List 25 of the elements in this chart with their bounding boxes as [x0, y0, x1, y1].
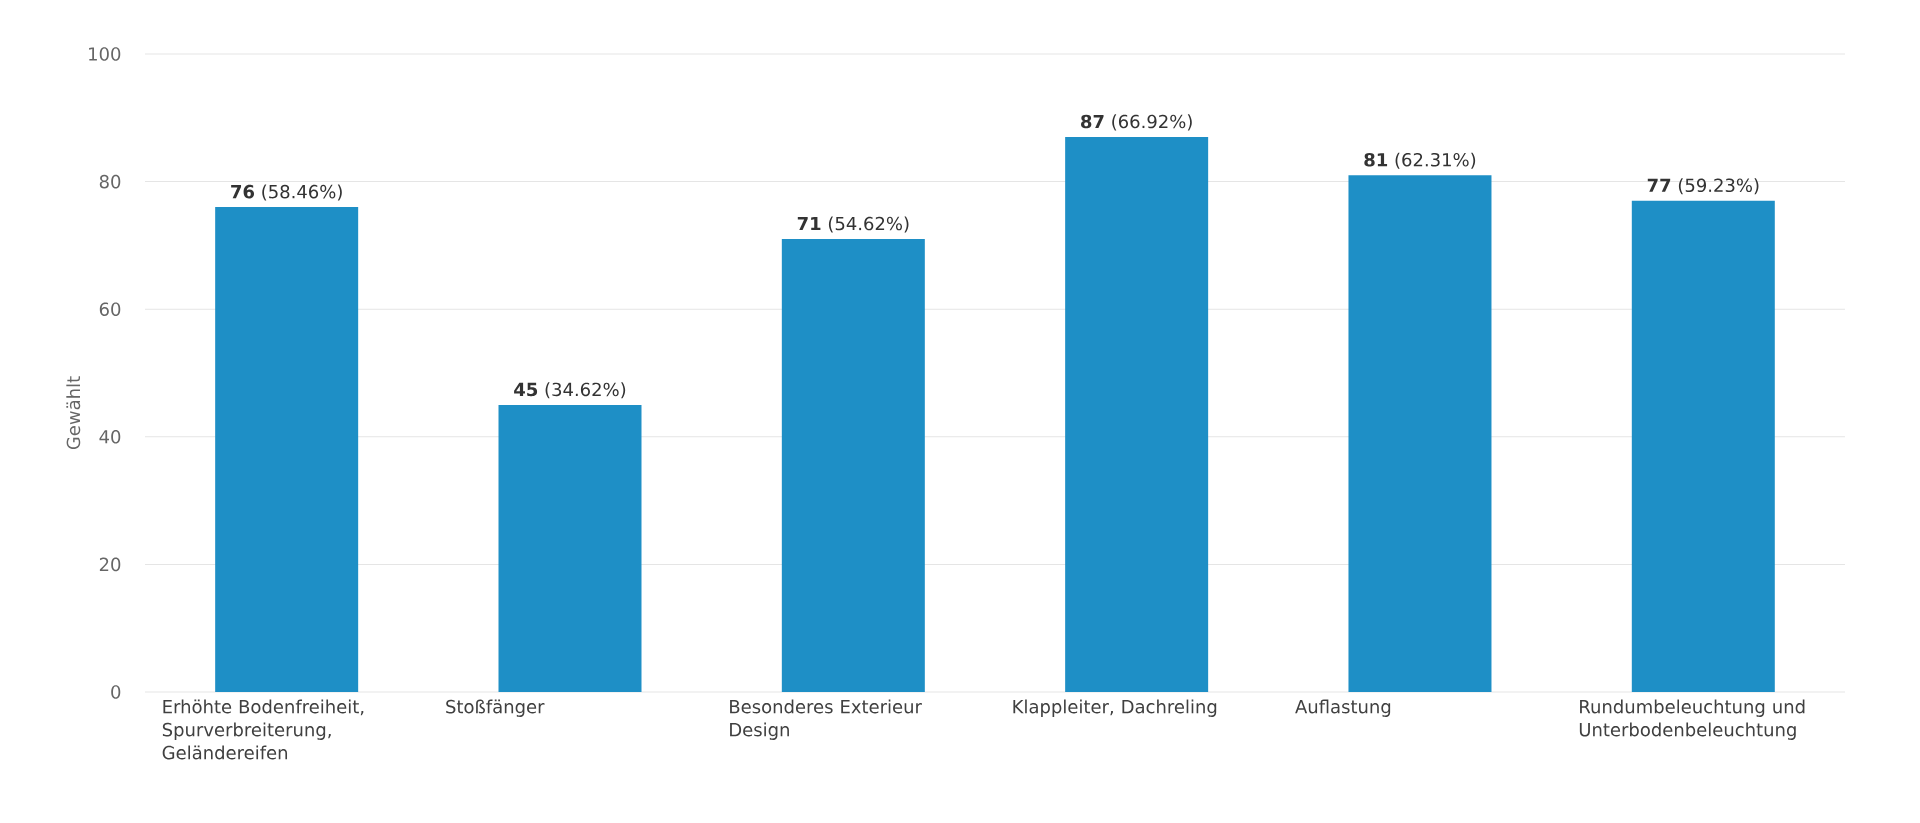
y-tick-label: 20 — [99, 557, 121, 572]
x-tick-label: Auflastung — [1295, 699, 1391, 717]
x-tick-label: Stoßfänger — [446, 699, 545, 717]
y-tick-label: 80 — [99, 174, 121, 189]
y-tick-label: 0 — [111, 685, 121, 699]
data-label: 71 (54.62%) — [797, 216, 909, 233]
data-label: 45 (34.62%) — [514, 382, 626, 399]
y-axis-title: Gewählt — [66, 376, 81, 450]
bar — [1065, 136, 1209, 692]
data-label: 77 (59.23%) — [1647, 178, 1759, 195]
bar — [781, 239, 925, 692]
bar — [1631, 200, 1775, 692]
x-tick-label: Rundumbeleuchtung und Unterbodenbeleuchtung — [1579, 699, 1805, 740]
bar — [1348, 175, 1492, 692]
x-tick-label: Klappleiter, Dachreling — [1013, 699, 1217, 717]
bar — [498, 404, 642, 692]
bar — [215, 207, 359, 692]
data-label: 81 (62.31%) — [1364, 152, 1476, 169]
y-tick-label: 40 — [99, 429, 121, 444]
x-tick-label: Erhöhte Bodenfreiheit, Spurverbreiterung, Geländereifen — [162, 699, 364, 760]
data-label: 76 (58.46%) — [231, 184, 342, 201]
x-tick-label: Besonderes Exterieur Design — [730, 699, 922, 740]
y-tick-label: 100 — [89, 47, 121, 61]
y-tick-label: 60 — [99, 302, 121, 316]
data-label: 87 (66.92%) — [1081, 114, 1192, 131]
